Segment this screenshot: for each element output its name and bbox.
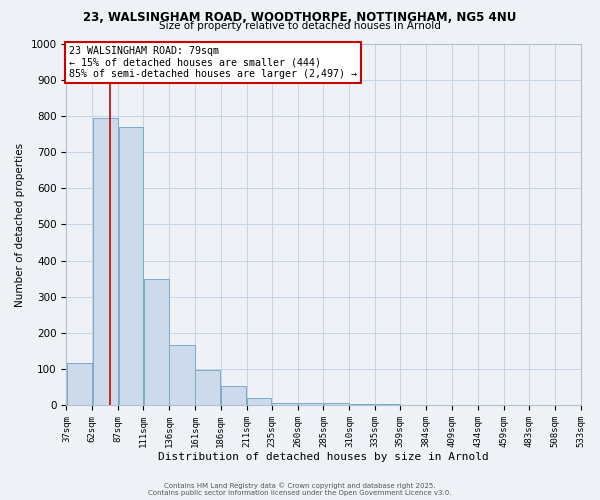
Text: Size of property relative to detached houses in Arnold: Size of property relative to detached ho… [159,21,441,31]
Y-axis label: Number of detached properties: Number of detached properties [15,142,25,306]
Bar [247,398,271,405]
Bar [169,346,194,405]
Text: 23, WALSINGHAM ROAD, WOODTHORPE, NOTTINGHAM, NG5 4NU: 23, WALSINGHAM ROAD, WOODTHORPE, NOTTING… [83,11,517,24]
Bar [298,403,323,405]
X-axis label: Distribution of detached houses by size in Arnold: Distribution of detached houses by size … [158,452,489,462]
Bar [67,364,92,405]
Bar [119,127,143,405]
Bar [221,386,247,405]
Text: Contains public sector information licensed under the Open Government Licence v3: Contains public sector information licen… [148,490,452,496]
Bar [324,403,349,405]
Bar [272,403,297,405]
Bar [143,278,169,405]
Bar [376,404,400,405]
Bar [350,404,375,405]
Bar [93,118,118,405]
Text: 23 WALSINGHAM ROAD: 79sqm
← 15% of detached houses are smaller (444)
85% of semi: 23 WALSINGHAM ROAD: 79sqm ← 15% of detac… [69,46,357,79]
Bar [196,370,220,405]
Text: Contains HM Land Registry data © Crown copyright and database right 2025.: Contains HM Land Registry data © Crown c… [164,482,436,489]
